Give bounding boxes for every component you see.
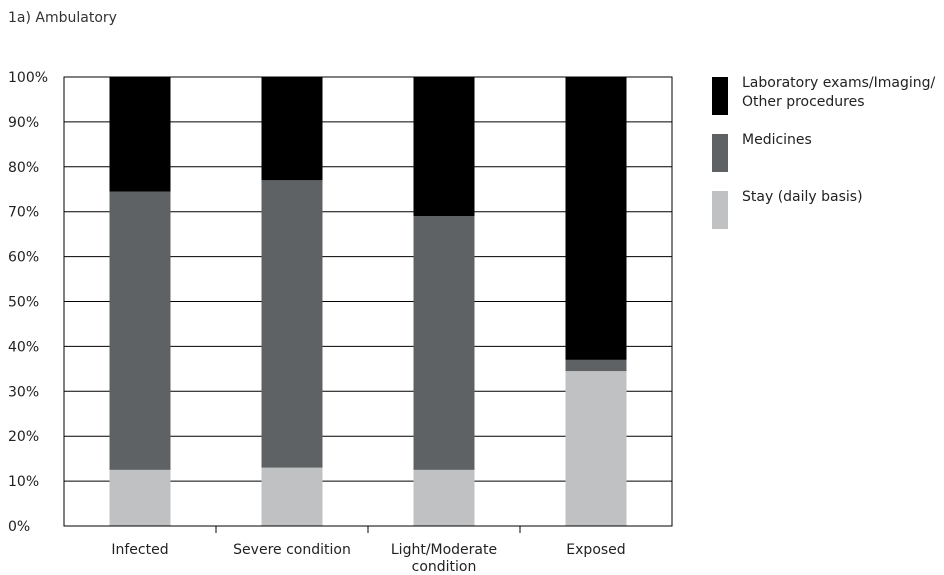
- bar-segment-1-2: [261, 77, 323, 181]
- y-tick-label: 70%: [8, 205, 39, 221]
- bar-segment-2-1: [413, 216, 475, 470]
- y-tick-label: 60%: [8, 250, 39, 266]
- y-tick-label: 30%: [8, 384, 39, 400]
- chart-title: 1a) Ambulatory: [8, 10, 117, 26]
- legend-label-medicines: Medicines: [742, 132, 812, 148]
- y-tick-label: 40%: [8, 339, 39, 355]
- bar-segment-2-0: [413, 469, 475, 526]
- bar-segment-1-0: [261, 467, 323, 526]
- x-tick-label: Severe condition: [233, 542, 351, 558]
- bar-segment-0-2: [109, 77, 171, 192]
- x-tick-label: Exposed: [566, 542, 625, 558]
- bar-segment-0-1: [109, 191, 171, 470]
- legend-label-stay: Stay (daily basis): [742, 189, 863, 205]
- legend-swatch-medicines: [712, 134, 728, 172]
- y-tick-label: 0%: [8, 519, 30, 535]
- bar-segment-0-0: [109, 469, 171, 526]
- y-tick-label: 10%: [8, 474, 39, 490]
- y-tick-label: 90%: [8, 115, 39, 131]
- y-tick-label: 20%: [8, 429, 39, 445]
- bar-segment-3-1: [565, 359, 627, 372]
- x-tick-label: Infected: [111, 542, 168, 558]
- y-tick-label: 50%: [8, 295, 39, 311]
- bar-segment-3-0: [565, 371, 627, 526]
- legend-label-laboratory: Laboratory exams/Imaging/ Other procedur…: [742, 75, 936, 110]
- bar-segment-3-2: [565, 77, 627, 360]
- x-tick-label: Light/Moderate condition: [391, 542, 497, 575]
- y-tick-label: 80%: [8, 160, 39, 176]
- y-tick-label: 100%: [8, 70, 48, 86]
- legend-swatch-laboratory: [712, 77, 728, 115]
- bar-segment-2-2: [413, 77, 475, 217]
- legend-swatch-stay: [712, 191, 728, 229]
- bar-segment-1-1: [261, 180, 323, 468]
